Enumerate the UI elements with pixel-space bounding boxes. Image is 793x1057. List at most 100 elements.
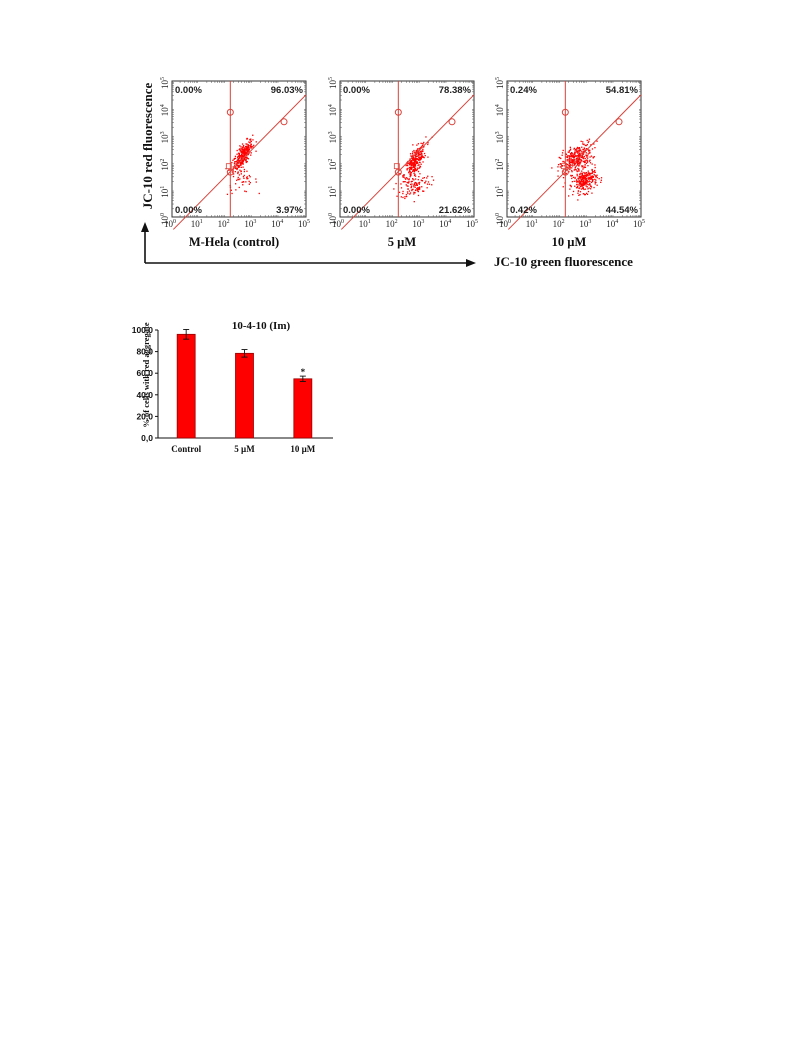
data-point bbox=[590, 173, 592, 175]
data-point bbox=[568, 158, 570, 161]
data-point bbox=[561, 152, 564, 154]
data-point bbox=[412, 162, 414, 164]
scatter-points bbox=[551, 138, 603, 201]
data-point bbox=[406, 191, 409, 193]
data-point bbox=[404, 196, 406, 198]
data-point bbox=[588, 140, 590, 142]
data-point bbox=[576, 149, 578, 151]
panel-label: 10 µM bbox=[552, 235, 587, 249]
data-point bbox=[234, 155, 237, 157]
data-point bbox=[584, 149, 587, 151]
data-point bbox=[243, 150, 246, 152]
data-point bbox=[585, 175, 587, 177]
data-point bbox=[240, 171, 242, 173]
data-point bbox=[226, 193, 229, 195]
data-point bbox=[566, 160, 568, 162]
data-point bbox=[427, 156, 429, 158]
data-point bbox=[396, 195, 398, 197]
data-point bbox=[409, 159, 411, 162]
data-point bbox=[241, 181, 243, 183]
data-point bbox=[587, 173, 589, 175]
data-point bbox=[578, 178, 580, 180]
data-point bbox=[577, 168, 580, 170]
data-point bbox=[575, 148, 577, 151]
data-point bbox=[246, 157, 249, 159]
data-point bbox=[575, 169, 577, 171]
data-point bbox=[587, 153, 589, 155]
data-point bbox=[573, 154, 575, 156]
x-tick-label: 103 bbox=[412, 219, 424, 229]
data-point bbox=[578, 153, 581, 155]
bar-category-label: 5 µM bbox=[234, 444, 255, 454]
data-point bbox=[422, 150, 424, 152]
data-point bbox=[573, 155, 575, 157]
data-point bbox=[248, 145, 250, 147]
data-point bbox=[574, 166, 577, 168]
data-point bbox=[234, 157, 237, 159]
data-point bbox=[240, 163, 242, 166]
y-axis-arrowhead bbox=[141, 222, 149, 232]
data-point bbox=[410, 166, 412, 169]
data-point bbox=[578, 152, 580, 154]
data-point bbox=[412, 154, 414, 156]
bar-y-tick-label: 100,0 bbox=[132, 325, 154, 335]
data-point bbox=[239, 145, 241, 147]
data-point bbox=[596, 177, 598, 179]
data-point bbox=[577, 167, 579, 170]
data-point bbox=[412, 158, 414, 160]
data-point bbox=[579, 158, 581, 160]
data-point bbox=[572, 159, 574, 161]
x-tick-label: 104 bbox=[606, 219, 618, 229]
data-point bbox=[580, 180, 582, 182]
data-point bbox=[584, 175, 586, 177]
data-point bbox=[575, 155, 577, 157]
data-point bbox=[244, 152, 246, 155]
x-tick-label: 102 bbox=[553, 219, 565, 229]
data-point bbox=[403, 174, 405, 177]
data-point bbox=[233, 157, 236, 160]
data-point bbox=[581, 154, 583, 156]
data-point bbox=[586, 160, 589, 162]
quadrant-lower-right: 3.97% bbox=[276, 205, 303, 216]
data-point bbox=[245, 143, 247, 145]
quadrant-upper-left: 0.00% bbox=[343, 85, 370, 96]
data-point bbox=[570, 186, 572, 188]
data-point bbox=[238, 159, 240, 161]
data-point bbox=[406, 178, 409, 180]
data-point bbox=[587, 141, 589, 144]
data-point bbox=[576, 148, 578, 150]
data-point bbox=[411, 189, 413, 192]
data-point bbox=[566, 163, 568, 165]
x-tick-label: 105 bbox=[298, 219, 310, 229]
data-point bbox=[579, 184, 581, 186]
data-point bbox=[587, 178, 590, 180]
data-point bbox=[582, 180, 584, 182]
data-point bbox=[585, 152, 587, 154]
data-point bbox=[406, 169, 408, 171]
data-point bbox=[588, 160, 591, 162]
data-point bbox=[240, 162, 242, 164]
data-point bbox=[567, 151, 569, 153]
data-point bbox=[427, 143, 429, 146]
data-point bbox=[578, 164, 580, 166]
data-point bbox=[419, 173, 421, 175]
data-point bbox=[568, 162, 571, 165]
data-point bbox=[242, 161, 244, 163]
data-point bbox=[406, 164, 408, 166]
data-point bbox=[232, 175, 235, 178]
data-point bbox=[407, 167, 409, 170]
data-point bbox=[417, 153, 419, 155]
data-point bbox=[584, 166, 587, 168]
data-point bbox=[409, 193, 411, 195]
data-point bbox=[407, 185, 409, 187]
data-point bbox=[594, 178, 596, 180]
data-point bbox=[568, 195, 570, 197]
gate-handle-icon bbox=[448, 118, 456, 126]
data-point bbox=[247, 177, 249, 180]
data-point bbox=[241, 160, 243, 163]
data-point bbox=[417, 143, 419, 145]
data-point bbox=[593, 173, 595, 176]
data-point bbox=[557, 170, 559, 172]
data-point bbox=[589, 156, 591, 158]
data-point bbox=[243, 155, 245, 158]
